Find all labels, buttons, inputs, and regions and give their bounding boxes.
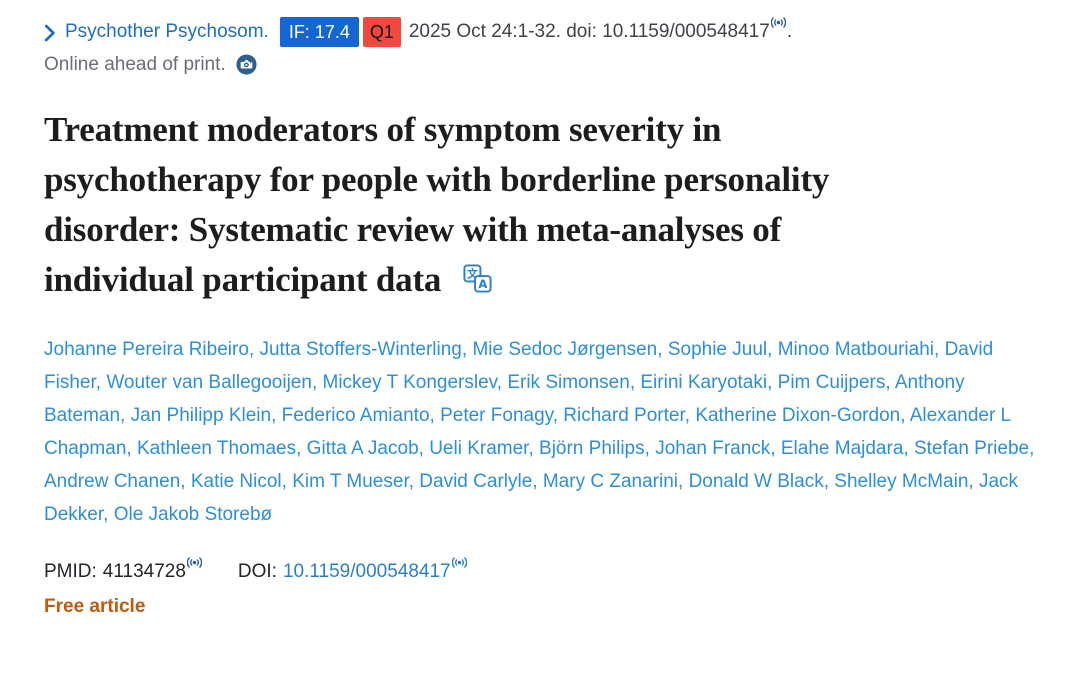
title-line: Treatment moderators of symptom severity… — [44, 110, 722, 149]
signal-icon[interactable] — [186, 557, 203, 582]
author-link[interactable]: Mary C Zanarini — [542, 471, 678, 492]
author-separator: , — [552, 405, 564, 426]
author-link[interactable]: Johanne Pereira Ribeiro — [44, 339, 249, 360]
author-link[interactable]: Jack Dekker — [44, 471, 1019, 525]
author-link[interactable]: Alexander L Chapman — [44, 405, 1011, 459]
author-separator: , — [968, 471, 979, 492]
author-link[interactable]: David Carlyle — [419, 471, 533, 492]
author-separator: , — [629, 372, 641, 393]
author-separator: , — [248, 339, 260, 360]
author-link[interactable]: Wouter van Ballegooijen — [106, 372, 312, 393]
author-link[interactable]: Erik Simonsen — [507, 372, 630, 393]
author-link[interactable]: Pim Cuijpers — [777, 372, 886, 393]
author-link[interactable]: Jan Philipp Klein — [130, 405, 272, 426]
author-link[interactable]: Kathleen Thomaes — [136, 438, 297, 459]
online-status-row: Online ahead of print. — [44, 53, 1050, 76]
author-separator: , — [767, 339, 778, 360]
author-separator: , — [120, 405, 131, 426]
author-separator: , — [770, 438, 781, 459]
author-link[interactable]: Katherine Dixon-Gordon — [695, 405, 901, 426]
author-link[interactable]: Peter Fonagy — [440, 405, 553, 426]
author-link[interactable]: Jutta Stoffers-Winterling — [259, 339, 462, 360]
author-link[interactable]: Gitta A Jacob — [306, 438, 419, 459]
author-separator: , — [180, 471, 191, 492]
author-separator: , — [684, 405, 696, 426]
author-link[interactable]: Johan Franck — [655, 438, 771, 459]
identifiers-row: PMID: 41134728 DOI: 10.1159/000548417 — [44, 556, 1050, 583]
author-separator: , — [496, 372, 508, 393]
author-link[interactable]: Minoo Matbouriahi — [777, 339, 934, 360]
author-separator: , — [532, 471, 543, 492]
author-link[interactable]: Eirini Karyotaki — [640, 372, 768, 393]
author-link[interactable]: Shelley McMain — [834, 471, 969, 492]
author-link[interactable]: Ole Jakob Storebø — [113, 504, 273, 525]
author-link[interactable]: David Fisher — [44, 339, 994, 393]
author-separator: , — [900, 405, 910, 426]
author-separator: , — [126, 438, 137, 459]
author-separator: , — [644, 438, 656, 459]
quartile-badge[interactable]: Q1 — [362, 17, 401, 47]
author-link[interactable]: Ueli Kramer — [429, 438, 529, 459]
author-separator: , — [461, 339, 473, 360]
article-title: Treatment moderators of symptom severity… — [44, 105, 1050, 308]
author-separator: , — [903, 438, 914, 459]
journal-citation-bar: Psychother Psychosom. IF: 17.4 Q1 2025 O… — [44, 16, 1050, 48]
author-separator: , — [678, 471, 689, 492]
author-link[interactable]: Donald W Black — [688, 471, 824, 492]
citation-period: . — [786, 21, 793, 42]
author-list: Johanne Pereira Ribeiro, Jutta Stoffers-… — [44, 333, 1044, 531]
author-separator: , — [95, 372, 107, 393]
author-link[interactable]: Andrew Chanen — [44, 471, 181, 492]
author-link[interactable]: Federico Amianto — [281, 405, 430, 426]
author-separator: , — [767, 372, 778, 393]
author-link[interactable]: Mie Sedoc Jørgensen — [472, 339, 658, 360]
author-link[interactable]: Sophie Juul — [667, 339, 768, 360]
author-link[interactable]: Stefan Priebe — [913, 438, 1030, 459]
camera-icon[interactable] — [235, 53, 258, 76]
author-link[interactable]: Elahe Majdara — [780, 438, 904, 459]
free-article-link[interactable]: Free article — [44, 596, 146, 617]
online-status-text: Online ahead of print. — [44, 53, 226, 75]
pmid-value: 41134728 — [102, 561, 186, 582]
author-separator: , — [885, 372, 895, 393]
author-separator: , — [296, 438, 307, 459]
author-separator: , — [408, 471, 420, 492]
author-separator: , — [657, 339, 668, 360]
title-line: disorder: Systematic review with meta-an… — [44, 210, 782, 249]
impact-factor-badge[interactable]: IF: 17.4 — [279, 17, 359, 47]
citation-text: 2025 Oct 24:1-32. doi: 10.1159/000548417 — [408, 21, 770, 42]
author-link[interactable]: Richard Porter — [563, 405, 685, 426]
signal-icon[interactable] — [451, 557, 467, 582]
author-link[interactable]: Björn Philips — [539, 438, 645, 459]
author-separator: , — [418, 438, 430, 459]
author-separator: , — [281, 471, 293, 492]
doi-link[interactable]: 10.1159/000548417 — [282, 561, 451, 582]
author-separator: , — [823, 471, 835, 492]
journal-link[interactable]: Psychother Psychosom. — [65, 21, 269, 42]
title-line: individual participant data — [44, 260, 442, 299]
author-separator: , — [103, 504, 114, 525]
chevron-right-icon[interactable] — [44, 24, 56, 42]
author-separator: , — [1029, 438, 1035, 459]
author-separator: , — [528, 438, 540, 459]
author-link[interactable]: Katie Nicol — [190, 471, 282, 492]
author-separator: , — [429, 405, 441, 426]
signal-icon[interactable] — [770, 16, 787, 48]
svg-text:A: A — [478, 277, 487, 291]
author-link[interactable]: Kim T Mueser — [292, 471, 409, 492]
translate-icon[interactable]: 文 A — [462, 258, 493, 308]
title-line: psychotherapy for people with borderline… — [44, 160, 830, 199]
article-page: Psychother Psychosom. IF: 17.4 Q1 2025 O… — [44, 16, 1050, 617]
author-separator: , — [934, 339, 945, 360]
author-separator: , — [271, 405, 282, 426]
author-link[interactable]: Mickey T Kongerslev — [322, 372, 497, 393]
author-separator: , — [311, 372, 323, 393]
pmid-label: PMID: — [44, 561, 97, 582]
author-link[interactable]: Anthony Bateman — [44, 372, 965, 426]
doi-label: DOI: — [237, 561, 277, 582]
